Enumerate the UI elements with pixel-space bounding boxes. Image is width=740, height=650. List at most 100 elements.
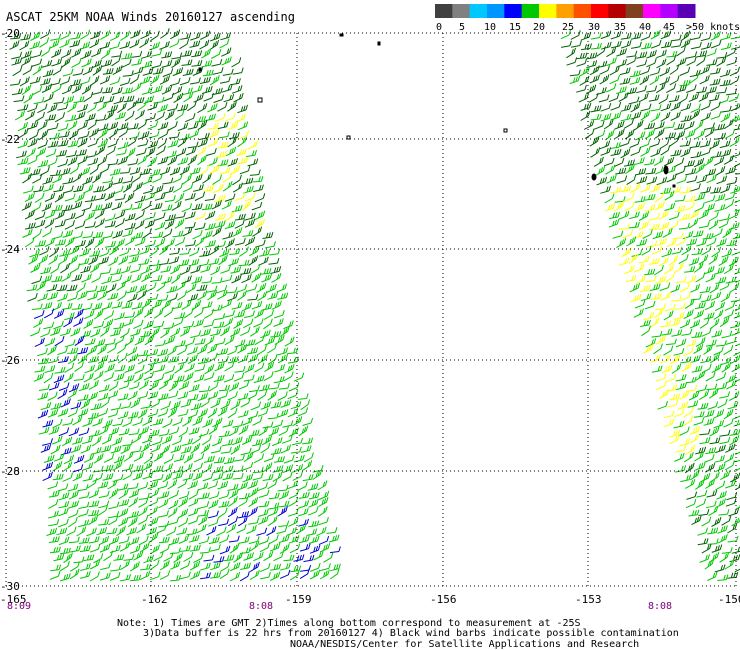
wind-barb [45,114,57,121]
wind-barb [644,158,655,166]
wind-barb [180,446,192,454]
wind-barb [258,508,269,517]
wind-barb [109,571,121,581]
wind-barb [21,50,32,59]
wind-barb [234,213,246,221]
wind-barb [88,536,100,544]
wind-barb [73,317,84,327]
wind-barb [166,526,177,537]
wind-barb [198,385,210,393]
wind-barb [735,482,740,491]
wind-barb [133,451,144,462]
wind-barb [81,50,92,60]
wind-barb [112,474,124,482]
wind-barb [68,516,78,528]
wind-barb [89,559,101,570]
wind-barb [128,255,140,264]
wind-barb [628,221,640,229]
wind-barb [232,472,244,480]
wind-barb [188,384,200,393]
wind-barb [724,128,735,139]
wind-barb [248,385,260,393]
wind-barb [279,543,290,554]
wind-barb [728,93,740,103]
wind-barb [730,472,740,483]
wind-barb [85,113,96,122]
wind-barb [713,346,724,356]
wind-barb [129,545,141,554]
island-8 [663,165,669,175]
wind-barb [102,181,113,192]
wind-barb [77,137,88,148]
wind-barb [222,180,233,192]
wind-barb [274,364,286,373]
wind-barb [227,157,238,167]
wind-barb [248,255,259,266]
wind-barb [22,173,32,184]
wind-barb [171,200,182,211]
wind-barb [686,84,697,93]
wind-barb [172,173,183,184]
wind-barb [173,92,184,104]
wind-barb [160,28,170,39]
wind-barb [21,201,32,211]
wind-barb [268,534,279,545]
wind-barb [590,32,602,40]
wind-barb [112,436,123,446]
wind-barb [177,104,189,112]
wind-barb [688,257,700,266]
wind-barb [180,32,192,40]
wind-barb [37,347,48,357]
wind-barb [711,363,722,374]
wind-barb [94,218,105,229]
wind-barb [725,276,737,284]
wind-barb [36,280,47,292]
legend-swatch [660,4,679,18]
wind-barb [234,192,246,202]
lat-label: -26 [0,354,20,367]
wind-barb [699,437,711,445]
wind-barb [273,318,284,327]
wind-barb [174,236,186,247]
wind-barb [90,446,102,455]
wind-barb [163,454,174,464]
wind-barb [143,371,155,381]
islands [198,33,676,188]
lat-label: -22 [0,133,20,146]
wind-barb [244,192,256,202]
wind-barb [218,491,230,500]
wind-barb [204,210,216,220]
wind-barb [103,95,115,104]
wind-barb [162,228,173,239]
wind-barb [201,48,212,59]
wind-barb [140,563,152,571]
wind-barb [37,120,48,131]
wind-barb [630,183,641,193]
wind-barb [593,156,604,167]
wind-barb [28,254,39,265]
wind-barb [117,102,127,114]
wind-barb [600,30,612,40]
wind-barb [90,30,101,40]
wind-barb [200,30,211,40]
wind-barb [82,418,93,427]
wind-barb [287,390,299,400]
wind-barb [277,353,289,364]
wind-barb [203,372,215,381]
wind-barb [97,138,109,148]
wind-barb [82,231,94,239]
wind-barb [679,282,690,293]
wind-barb [298,518,309,527]
wind-barb [141,60,153,69]
wind-barb [98,425,109,436]
wind-barb [263,551,274,562]
wind-barb [211,58,223,67]
wind-barb [177,409,189,417]
wind-barb [690,32,702,41]
wind-barb [329,568,340,580]
wind-barb [209,245,219,256]
wind-barb [721,547,733,554]
wind-barb [239,165,251,175]
wind-barb [91,48,102,58]
wind-barb [203,308,214,319]
